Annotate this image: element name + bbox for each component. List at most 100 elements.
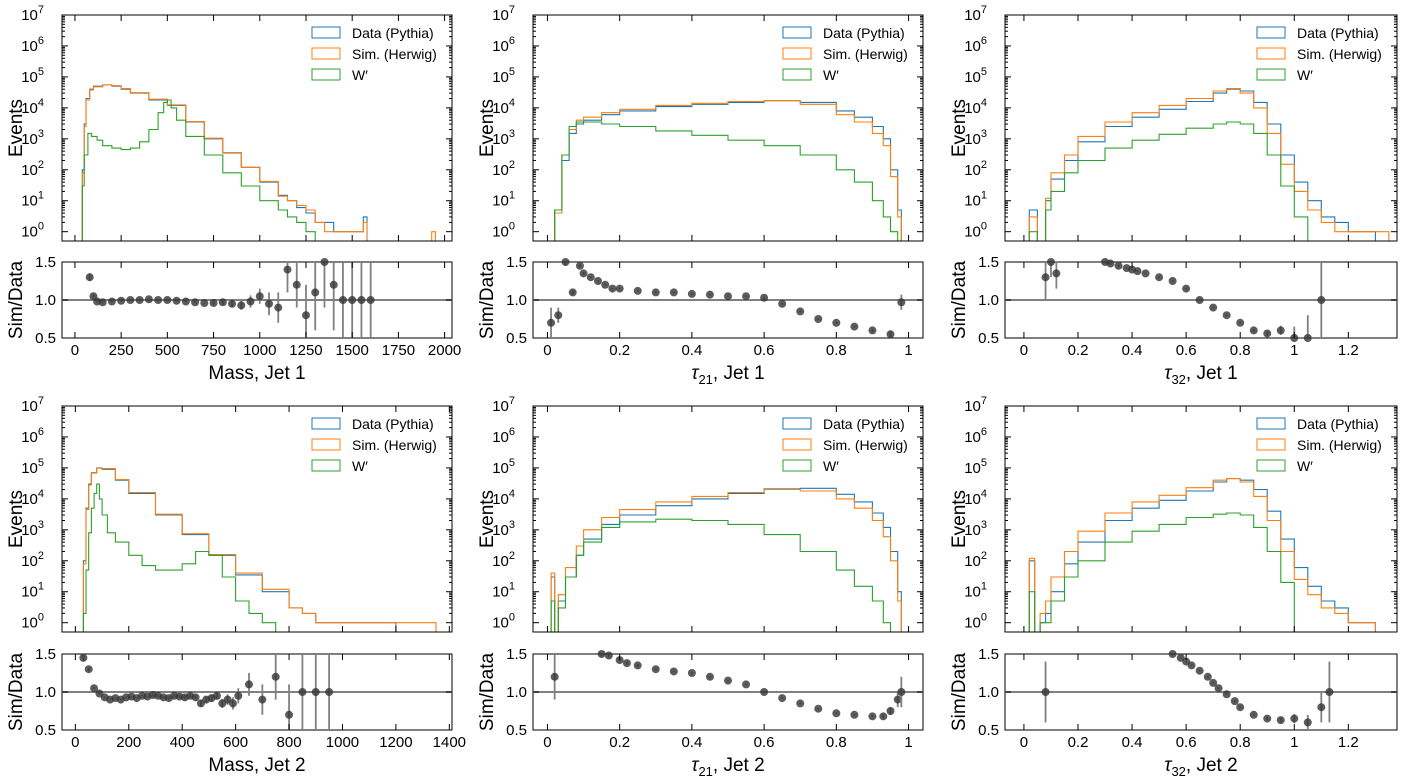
x-tick-label: 0.4	[1122, 342, 1143, 359]
x-tick-label: 1750	[382, 342, 415, 359]
legend-swatch-data	[1256, 417, 1286, 430]
ratio-point	[1106, 259, 1115, 268]
ratio-y-tick-label: 1.5	[978, 254, 999, 271]
ratio-point	[879, 712, 888, 721]
histogram-wprime	[1023, 121, 1309, 242]
main-axes-frame	[61, 405, 453, 633]
ratio-point	[1263, 329, 1272, 338]
x-axis-label: τ32, Jet 2	[1164, 755, 1237, 779]
ratio-point	[615, 284, 624, 293]
x-tick-label: 0.2	[1068, 734, 1089, 751]
x-tick-label: 0	[1020, 734, 1028, 751]
main-axes-frame	[1004, 14, 1398, 242]
x-axis-label: τ21, Jet 1	[691, 363, 764, 387]
ratio-point	[669, 667, 678, 676]
x-tick-label: 0	[543, 342, 551, 359]
legend-swatch-data	[311, 417, 341, 430]
legend-swatch-wprime	[1256, 459, 1286, 472]
ratio-point	[1187, 661, 1196, 670]
ratio-point	[258, 695, 267, 704]
ratio-point	[1325, 688, 1334, 696]
x-axis-label: τ21, Jet 2	[691, 755, 764, 779]
ratio-point	[191, 298, 200, 307]
x-tick-label: 0	[543, 734, 551, 751]
y-tick-label: 100	[21, 221, 44, 241]
ratio-point	[742, 292, 751, 301]
legend-label-data: Data (Pythia)	[1297, 25, 1379, 41]
legend-label-sim: Sim. (Herwig)	[352, 437, 437, 453]
ratio-y-tick-label: 1.5	[35, 254, 56, 271]
main-axes-frame	[1004, 405, 1398, 633]
ratio-point	[742, 680, 751, 689]
ratio-y-axis-label: Sim/Data	[6, 653, 27, 732]
x-tick-label: 500	[155, 342, 180, 359]
ratio-point	[348, 296, 357, 304]
y-axis-label: Events	[477, 99, 498, 157]
ratio-point	[218, 298, 227, 307]
ratio-y-tick-label: 1.5	[978, 646, 999, 663]
histogram-wprime	[547, 121, 899, 242]
ratio-point	[311, 288, 320, 297]
ratio-point	[357, 296, 366, 304]
ratio-point	[1041, 688, 1050, 696]
ratio-point	[274, 303, 283, 312]
ratio-point	[615, 656, 624, 665]
histogram-data	[80, 84, 368, 242]
ratio-point	[1303, 334, 1312, 342]
ratio-point	[1276, 716, 1285, 725]
y-tick-label: 102	[964, 159, 987, 179]
legend-label-sim: Sim. (Herwig)	[1297, 46, 1382, 62]
y-tick-label: 100	[964, 221, 987, 241]
ratio-point	[1182, 284, 1191, 293]
x-tick-label: 0.8	[1230, 734, 1251, 751]
y-tick-label: 101	[964, 190, 987, 210]
x-tick-label: 0.6	[1176, 734, 1197, 751]
ratio-point	[897, 688, 906, 696]
histogram-data	[80, 467, 397, 633]
x-tick-label: 0.6	[754, 342, 775, 359]
ratio-point	[135, 296, 144, 304]
y-tick-label: 106	[21, 35, 44, 55]
ratio-point	[1155, 273, 1164, 282]
ratio-point	[687, 669, 696, 677]
ratio-point	[265, 299, 274, 308]
histogram-wprime	[547, 518, 892, 633]
ratio-point	[850, 322, 859, 331]
ratio-point	[814, 315, 823, 323]
x-axis-label: Mass, Jet 1	[208, 363, 305, 384]
ratio-y-tick-label: 1.5	[506, 646, 527, 663]
legend-label-sim: Sim. (Herwig)	[352, 46, 437, 62]
ratio-point	[579, 269, 588, 278]
ratio-y-tick-label: 1.0	[35, 292, 56, 309]
x-tick-label: 600	[223, 734, 248, 751]
ratio-point	[633, 661, 642, 670]
x-tick-label: 1000	[326, 734, 359, 751]
ratio-point	[868, 712, 877, 721]
x-tick-label: 1.2	[1338, 734, 1359, 751]
y-tick-label: 106	[964, 426, 987, 446]
x-tick-label: 1	[904, 342, 912, 359]
ratio-point	[561, 258, 570, 266]
ratio-point	[163, 296, 172, 304]
ratio-point	[126, 296, 135, 304]
legend-swatch-wprime	[311, 459, 341, 472]
legend-swatch-wprime	[311, 68, 341, 81]
ratio-point	[1209, 678, 1218, 687]
ratio-point	[724, 292, 732, 301]
y-tick-label: 100	[492, 221, 515, 241]
legend-label-wprime: W′	[352, 67, 368, 83]
x-tick-label: 0.8	[1230, 342, 1251, 359]
ratio-point	[1195, 666, 1204, 675]
ratio-point	[608, 284, 617, 293]
y-tick-label: 102	[492, 550, 515, 570]
y-tick-label: 107	[964, 4, 987, 24]
ratio-y-axis-label: Sim/Data	[6, 261, 27, 340]
legend-label-wprime: W′	[823, 67, 839, 83]
y-axis-label: Events	[6, 99, 27, 157]
ratio-y-axis-label: Sim/Data	[949, 653, 970, 732]
legend-swatch-sim	[311, 47, 341, 60]
ratio-point	[1168, 650, 1177, 658]
y-tick-label: 100	[492, 612, 515, 632]
